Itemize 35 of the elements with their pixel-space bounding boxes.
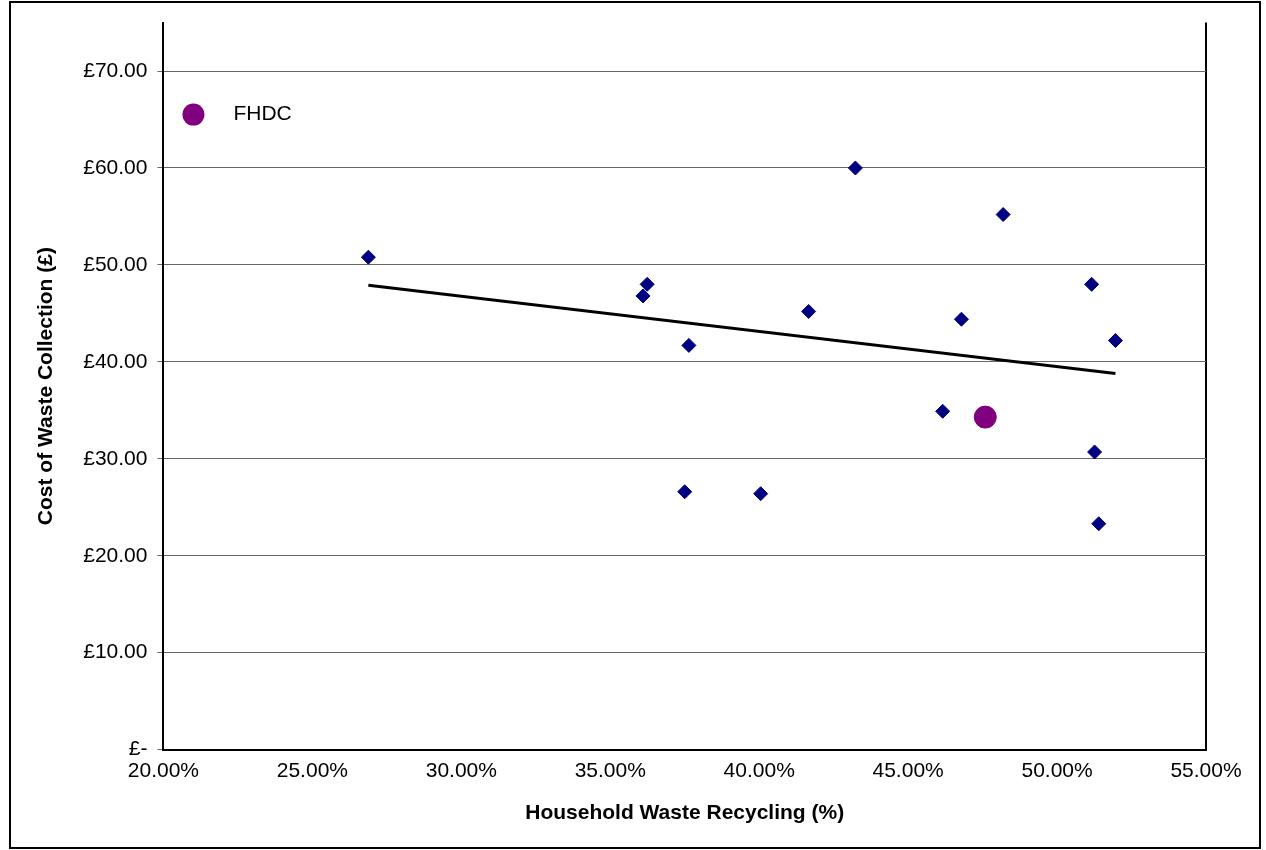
point [847,160,863,176]
x-tick-label: 30.00% [425,758,497,781]
point [953,311,969,327]
y-tick-label: £10.00 [83,639,148,663]
point [681,337,697,353]
point [639,276,655,292]
y-tick-label: £40.00 [83,348,148,372]
y-tick-label: £20.00 [83,542,148,566]
y-tick-label: £50.00 [83,251,148,275]
point [1084,276,1100,292]
point [1091,516,1107,532]
point [995,207,1011,223]
x-tick-label: 40.00% [723,758,795,781]
point [677,484,693,500]
y-tick-label: £- [128,736,148,760]
point [1107,333,1123,349]
x-tick-label: 20.00% [127,758,200,781]
x-tick-label: 45.00% [872,758,944,781]
x-tick-label: 25.00% [276,758,348,781]
x-axis-title: Household Waste Recycling (%) [525,800,845,824]
point [973,405,997,429]
x-tick-label: 55.00% [1170,758,1242,781]
y-axis-title: Cost of Waste Collection (£) [33,247,57,526]
point [635,288,651,304]
point [753,486,769,502]
point [935,403,951,419]
y-tick-label: £30.00 [83,445,148,469]
y-tick-label: £70.00 [83,57,148,81]
point [1087,444,1103,460]
point [360,249,376,265]
x-tick-label: 35.00% [574,758,646,781]
y-tick-label: £60.00 [83,154,148,178]
legend-label: FHDC [233,101,292,125]
x-tick-label: 50.00% [1021,758,1093,781]
point [801,303,817,319]
